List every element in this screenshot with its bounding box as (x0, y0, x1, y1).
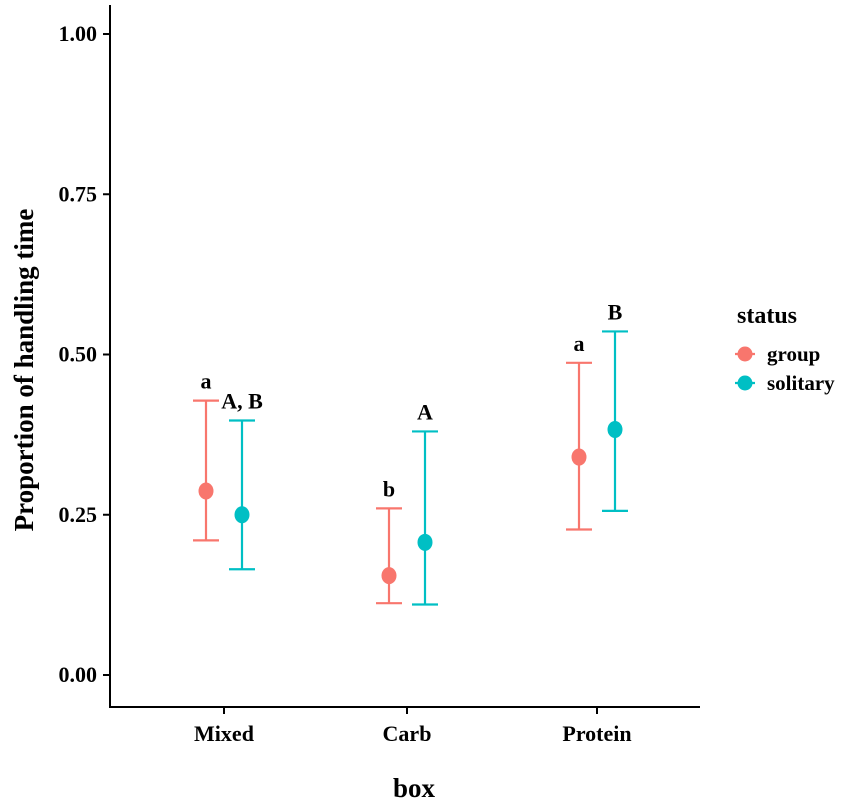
data-point (234, 506, 250, 524)
point-group-group: a (193, 369, 219, 542)
y-tick-label: 0.50 (59, 342, 98, 367)
y-axis-title: Proportion of handling time (9, 209, 39, 532)
x-tick-label: Carb (383, 721, 432, 746)
x-tick-label: Mixed (194, 721, 254, 746)
significance-label: B (608, 299, 623, 324)
data-point (607, 420, 623, 438)
point-group-solitary: A, B (221, 389, 263, 571)
point-group-group: a (566, 331, 592, 531)
legend-label: group (767, 342, 820, 366)
y-ticks: 0.00 0.25 0.50 0.75 1.00 (59, 21, 110, 687)
significance-label: a (201, 369, 212, 394)
point-group-solitary: B (602, 299, 628, 513)
significance-label: a (574, 331, 585, 356)
data-point (417, 533, 433, 551)
y-tick-label: 0.25 (59, 502, 98, 527)
point-group-solitary: A (412, 399, 438, 606)
legend-title: status (737, 303, 797, 329)
legend-key-group (735, 346, 755, 362)
legend-label: solitary (767, 371, 835, 395)
data-point (571, 448, 587, 466)
data-marks: a b a A, B A B (193, 299, 628, 606)
significance-label: A (417, 399, 433, 424)
legend-key-point (737, 346, 753, 362)
legend-key-point (737, 375, 753, 391)
y-tick-label: 1.00 (59, 21, 98, 46)
y-tick-label: 0.75 (59, 181, 98, 206)
x-ticks: Mixed Carb Protein (194, 707, 632, 746)
significance-label: b (383, 476, 395, 501)
data-point (198, 482, 214, 500)
axes (109, 5, 700, 708)
data-point (381, 567, 397, 585)
y-tick-label: 0.00 (59, 662, 98, 687)
x-tick-label: Protein (562, 721, 631, 746)
significance-label: A, B (221, 389, 263, 414)
legend-key-solitary (735, 375, 755, 391)
point-group-group: b (376, 476, 402, 605)
legend: status group solitary (735, 303, 835, 395)
x-axis-title: box (393, 773, 436, 803)
